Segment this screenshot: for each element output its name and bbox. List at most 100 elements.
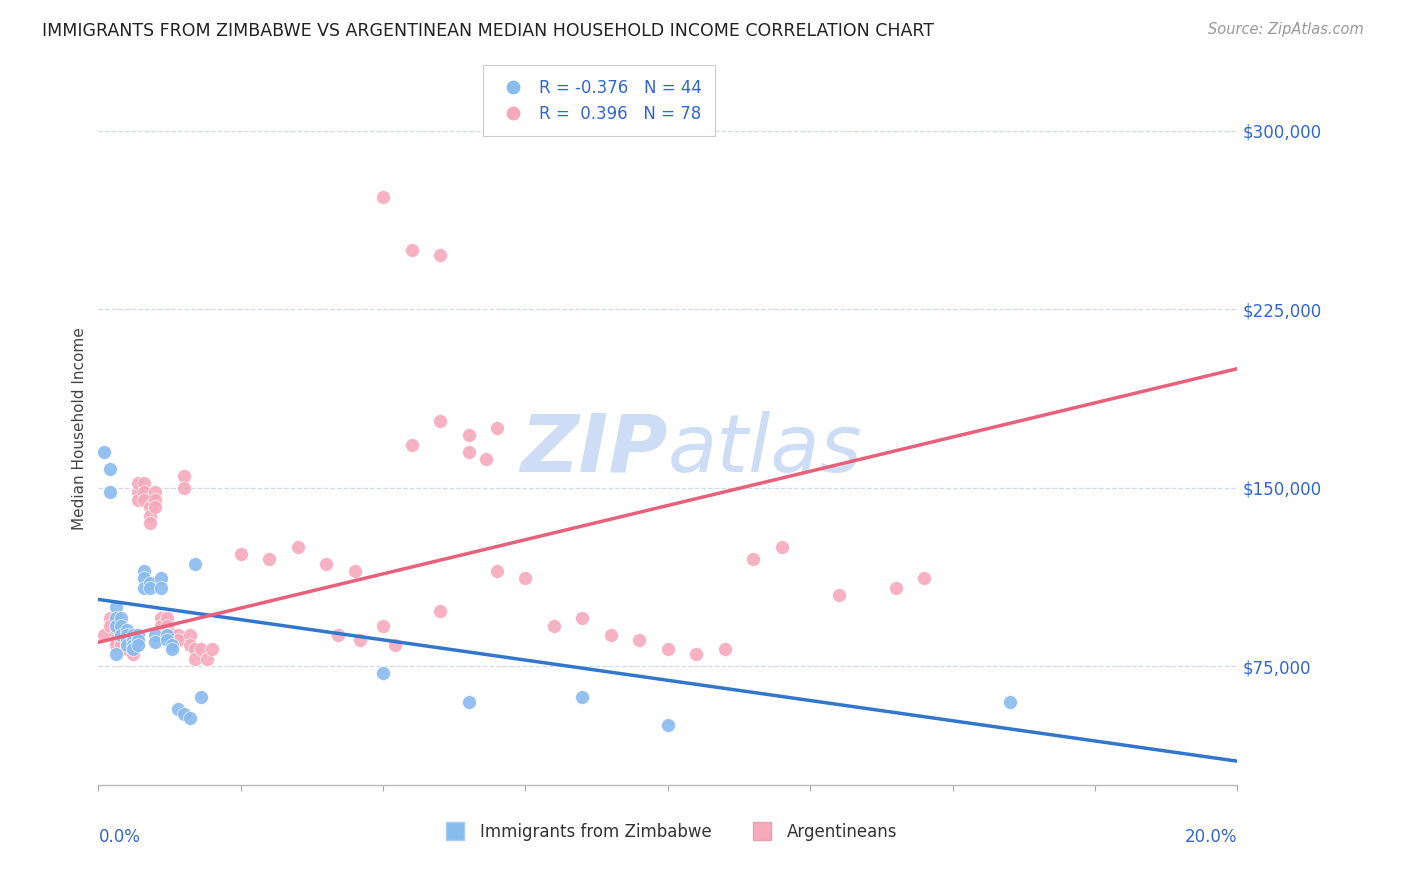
Point bbox=[104, 632, 127, 647]
Point bbox=[828, 588, 851, 602]
Point bbox=[127, 632, 149, 647]
Point bbox=[229, 547, 252, 561]
Point bbox=[190, 642, 212, 657]
Point bbox=[98, 618, 121, 632]
Point bbox=[127, 475, 149, 490]
Point bbox=[343, 564, 366, 578]
Point bbox=[121, 647, 143, 661]
Point bbox=[115, 642, 138, 657]
Point bbox=[150, 581, 173, 595]
Point bbox=[110, 611, 132, 625]
Text: Source: ZipAtlas.com: Source: ZipAtlas.com bbox=[1208, 22, 1364, 37]
Point bbox=[98, 611, 121, 625]
Point bbox=[384, 638, 406, 652]
Point bbox=[657, 642, 679, 657]
Point bbox=[373, 618, 395, 632]
Point bbox=[110, 638, 132, 652]
Point bbox=[429, 604, 451, 618]
Point bbox=[132, 571, 155, 585]
Point bbox=[98, 485, 121, 500]
Point bbox=[457, 428, 479, 442]
Point bbox=[184, 557, 207, 571]
Point bbox=[132, 492, 155, 507]
Point bbox=[195, 652, 218, 666]
Point bbox=[287, 540, 309, 554]
Point bbox=[770, 540, 793, 554]
Point bbox=[104, 599, 127, 614]
Point bbox=[457, 695, 479, 709]
Point bbox=[110, 628, 132, 642]
Point bbox=[315, 557, 337, 571]
Point bbox=[742, 552, 765, 566]
Point bbox=[156, 628, 179, 642]
Point bbox=[110, 632, 132, 647]
Point bbox=[115, 638, 138, 652]
Point bbox=[156, 628, 179, 642]
Point bbox=[121, 642, 143, 657]
Point bbox=[93, 628, 115, 642]
Point bbox=[138, 500, 160, 514]
Point bbox=[167, 632, 190, 647]
Point bbox=[657, 718, 679, 732]
Point bbox=[162, 628, 184, 642]
Point bbox=[127, 492, 149, 507]
Text: 0.0%: 0.0% bbox=[98, 828, 141, 846]
Point bbox=[401, 243, 423, 257]
Point bbox=[912, 571, 935, 585]
Point bbox=[184, 652, 207, 666]
Point bbox=[98, 461, 121, 475]
Point bbox=[93, 445, 115, 459]
Point bbox=[138, 516, 160, 531]
Point bbox=[486, 564, 509, 578]
Point bbox=[121, 632, 143, 647]
Point bbox=[326, 628, 349, 642]
Point bbox=[179, 638, 201, 652]
Point bbox=[104, 618, 127, 632]
Y-axis label: Median Household Income: Median Household Income bbox=[72, 326, 87, 530]
Point bbox=[138, 581, 160, 595]
Point bbox=[884, 581, 907, 595]
Text: atlas: atlas bbox=[668, 410, 863, 489]
Point bbox=[998, 695, 1021, 709]
Text: 20.0%: 20.0% bbox=[1185, 828, 1237, 846]
Point bbox=[138, 575, 160, 590]
Point bbox=[373, 666, 395, 681]
Point bbox=[115, 628, 138, 642]
Point bbox=[104, 647, 127, 661]
Text: IMMIGRANTS FROM ZIMBABWE VS ARGENTINEAN MEDIAN HOUSEHOLD INCOME CORRELATION CHAR: IMMIGRANTS FROM ZIMBABWE VS ARGENTINEAN … bbox=[42, 22, 934, 40]
Point bbox=[179, 628, 201, 642]
Point bbox=[127, 485, 149, 500]
Point bbox=[121, 628, 143, 642]
Point bbox=[132, 475, 155, 490]
Point bbox=[474, 452, 496, 467]
Point bbox=[145, 485, 167, 500]
Point bbox=[190, 690, 212, 704]
Point bbox=[184, 642, 207, 657]
Point bbox=[685, 647, 707, 661]
Point bbox=[104, 611, 127, 625]
Point bbox=[145, 492, 167, 507]
Point bbox=[571, 611, 593, 625]
Legend: Immigrants from Zimbabwe, Argentineans: Immigrants from Zimbabwe, Argentineans bbox=[432, 817, 904, 848]
Point bbox=[571, 690, 593, 704]
Point bbox=[515, 571, 537, 585]
Point bbox=[127, 638, 149, 652]
Point bbox=[179, 711, 201, 725]
Point bbox=[145, 500, 167, 514]
Point bbox=[373, 190, 395, 204]
Point bbox=[132, 564, 155, 578]
Point bbox=[167, 702, 190, 716]
Point bbox=[173, 468, 195, 483]
Point bbox=[110, 628, 132, 642]
Point bbox=[132, 485, 155, 500]
Point bbox=[429, 247, 451, 261]
Point bbox=[156, 618, 179, 632]
Point bbox=[115, 632, 138, 647]
Point bbox=[714, 642, 737, 657]
Point bbox=[162, 642, 184, 657]
Point bbox=[259, 552, 281, 566]
Point bbox=[121, 638, 143, 652]
Point bbox=[138, 509, 160, 524]
Point bbox=[121, 638, 143, 652]
Point bbox=[127, 628, 149, 642]
